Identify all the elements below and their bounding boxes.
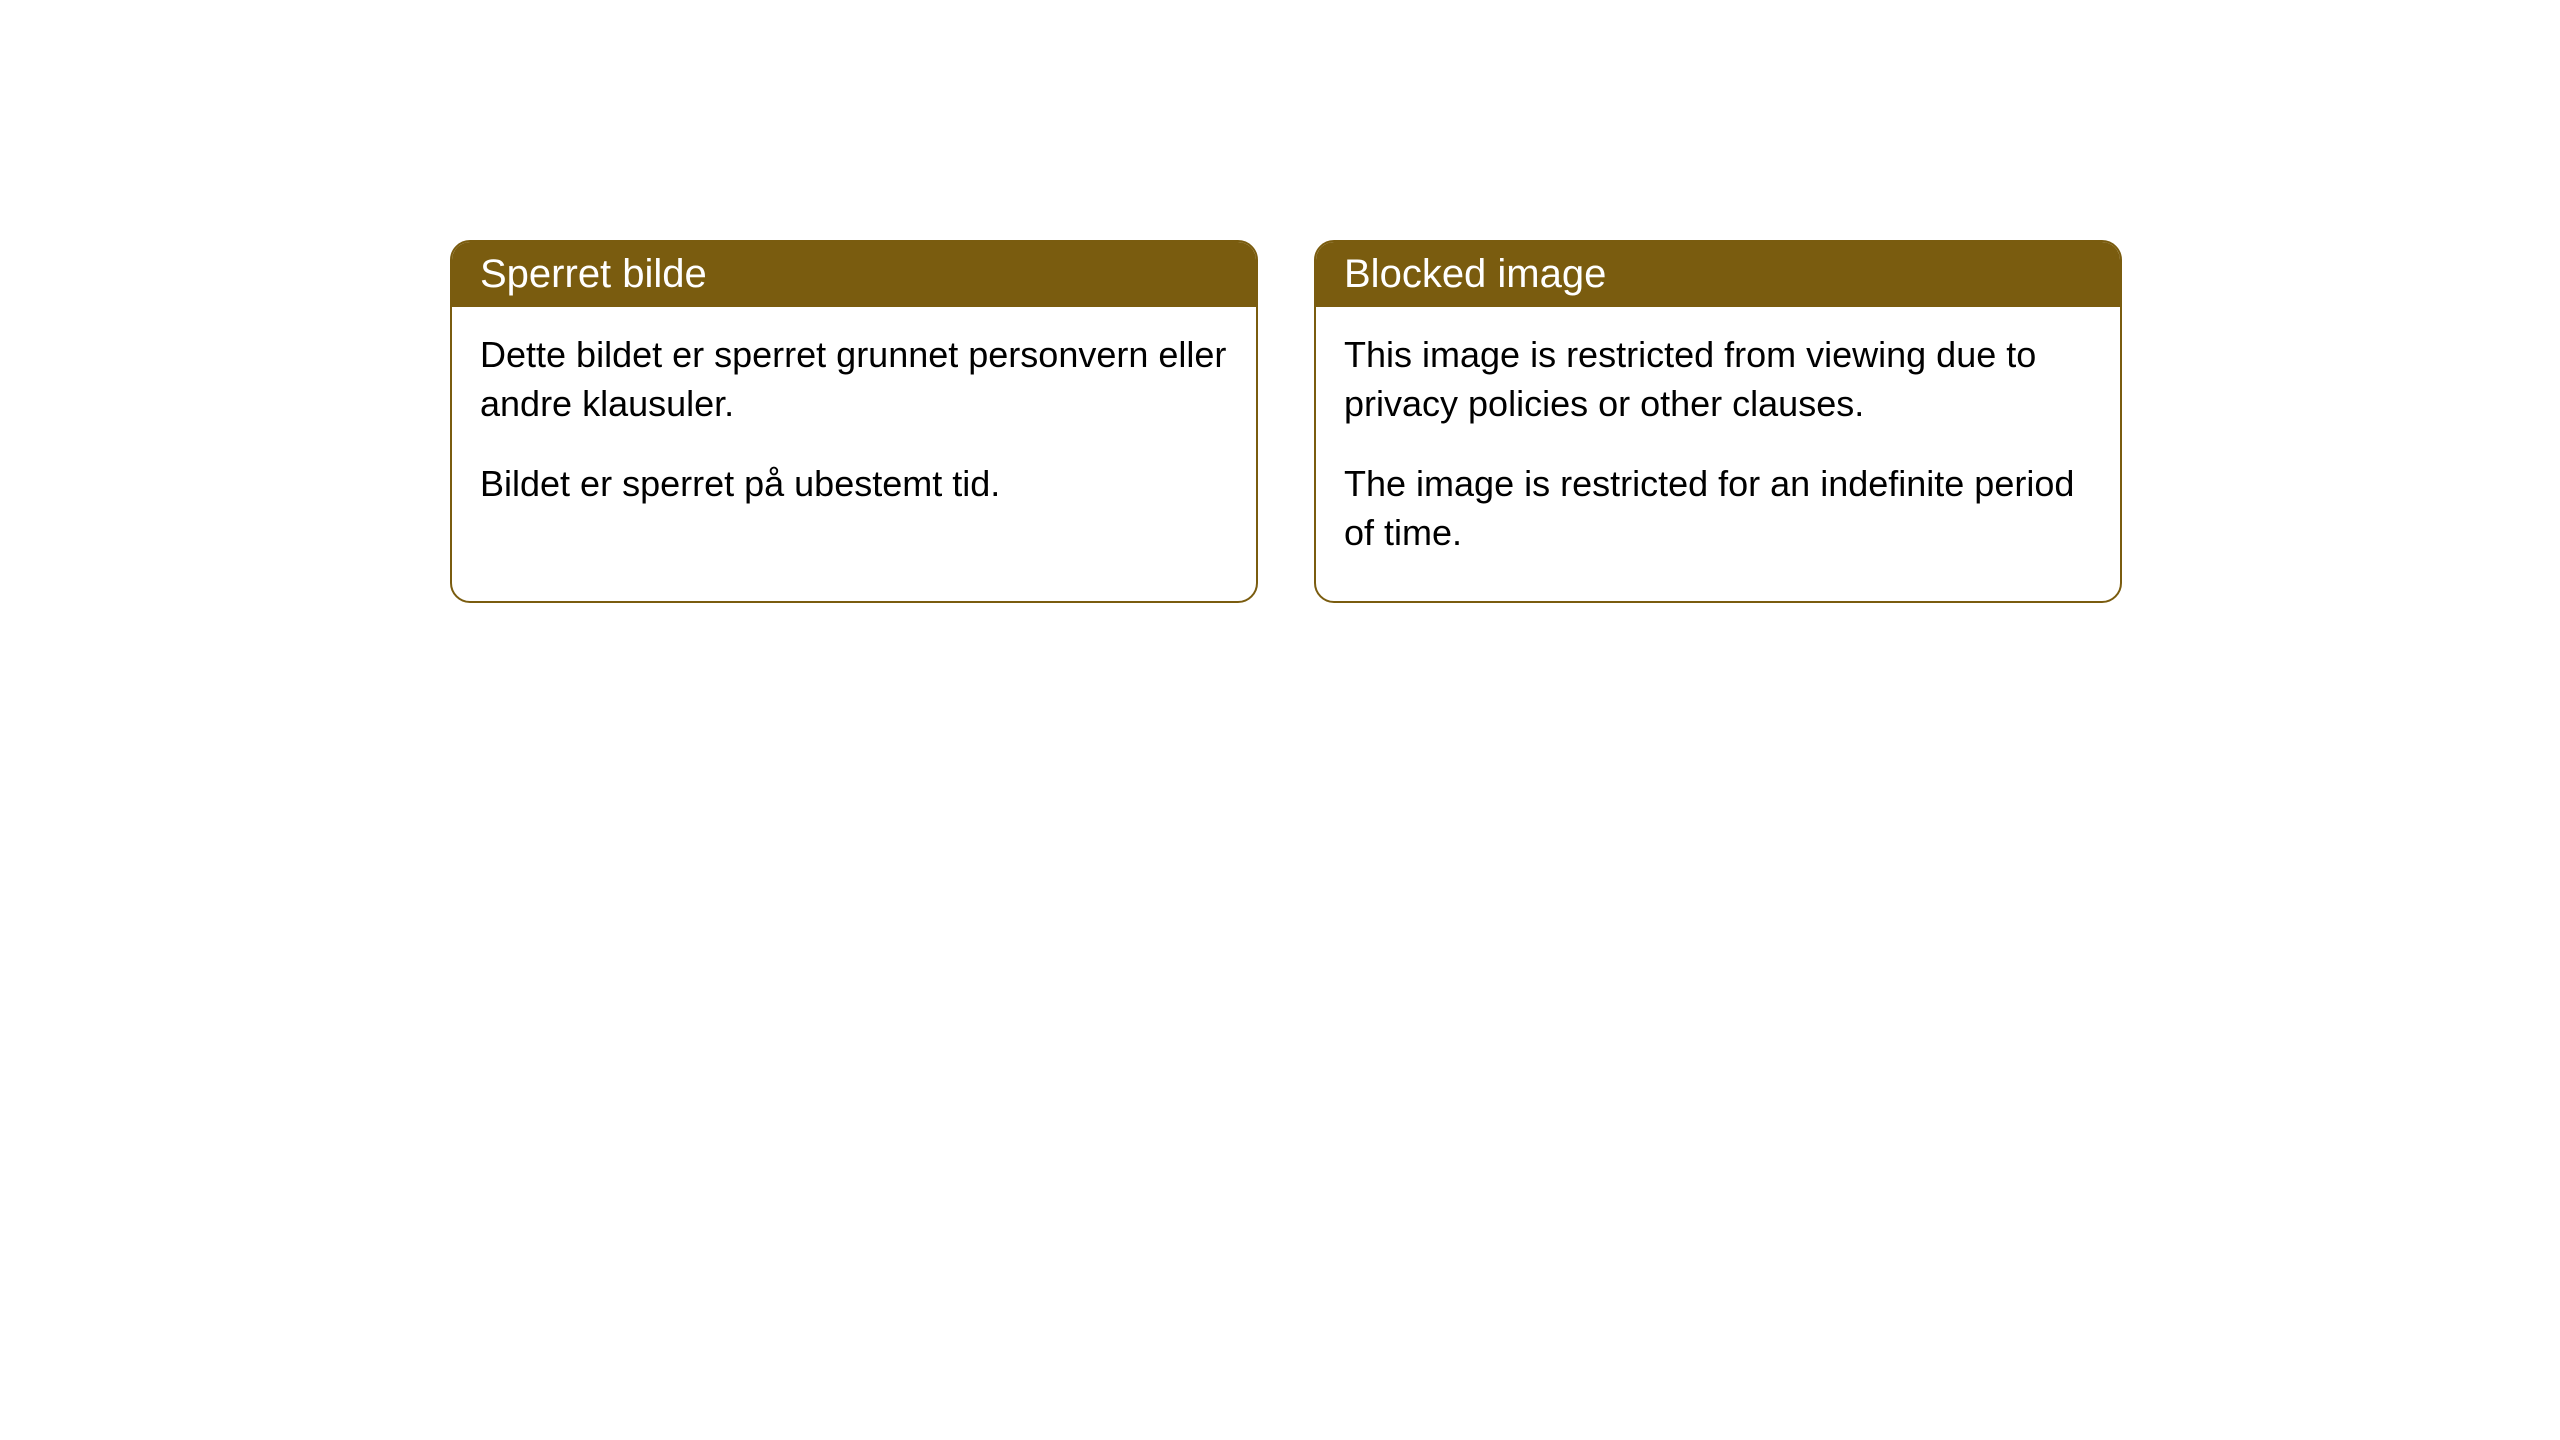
- card-paragraph-1-english: This image is restricted from viewing du…: [1344, 331, 2092, 428]
- card-title-norwegian: Sperret bilde: [480, 252, 707, 296]
- card-header-english: Blocked image: [1316, 242, 2120, 307]
- card-paragraph-1-norwegian: Dette bildet er sperret grunnet personve…: [480, 331, 1228, 428]
- notice-card-english: Blocked image This image is restricted f…: [1314, 240, 2122, 603]
- notice-cards-container: Sperret bilde Dette bildet er sperret gr…: [450, 240, 2122, 603]
- card-title-english: Blocked image: [1344, 252, 1606, 296]
- card-body-english: This image is restricted from viewing du…: [1316, 307, 2120, 601]
- card-header-norwegian: Sperret bilde: [452, 242, 1256, 307]
- card-body-norwegian: Dette bildet er sperret grunnet personve…: [452, 307, 1256, 553]
- notice-card-norwegian: Sperret bilde Dette bildet er sperret gr…: [450, 240, 1258, 603]
- card-paragraph-2-norwegian: Bildet er sperret på ubestemt tid.: [480, 460, 1228, 509]
- card-paragraph-2-english: The image is restricted for an indefinit…: [1344, 460, 2092, 557]
